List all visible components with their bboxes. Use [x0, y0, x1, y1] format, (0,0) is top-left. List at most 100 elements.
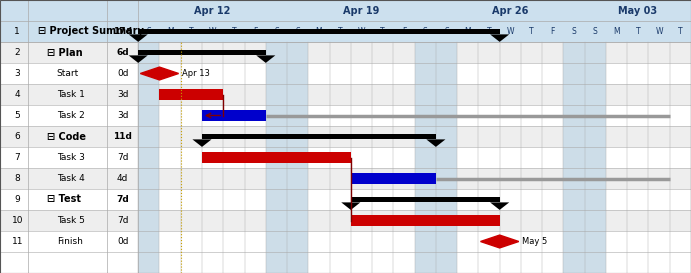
Text: S: S: [571, 27, 576, 36]
Text: T: T: [678, 27, 683, 36]
Bar: [202, 152, 351, 163]
Text: W: W: [209, 27, 216, 36]
Bar: [0, 210, 691, 231]
Bar: [138, 29, 500, 34]
Bar: [0, 147, 691, 168]
Text: S: S: [274, 27, 278, 36]
Text: T: T: [380, 27, 385, 36]
Bar: [351, 197, 500, 202]
Text: 3d: 3d: [117, 111, 129, 120]
Bar: [351, 173, 436, 184]
Text: 7d: 7d: [117, 153, 129, 162]
Text: May 03: May 03: [618, 5, 657, 16]
Bar: [266, 42, 287, 273]
Bar: [0, 0, 691, 42]
Bar: [415, 42, 436, 273]
Bar: [0, 105, 691, 126]
Text: Task 2: Task 2: [57, 111, 84, 120]
Bar: [351, 215, 500, 226]
Text: F: F: [551, 27, 555, 36]
Bar: [0, 42, 691, 63]
Bar: [0, 231, 691, 252]
Text: 9: 9: [15, 195, 20, 204]
Text: 1: 1: [15, 27, 20, 36]
Text: 4: 4: [15, 90, 20, 99]
Text: ⊟ Project Summary: ⊟ Project Summary: [38, 26, 144, 37]
Text: F: F: [401, 27, 406, 36]
Text: 5: 5: [15, 111, 20, 120]
Bar: [160, 89, 223, 100]
Text: T: T: [529, 27, 534, 36]
Polygon shape: [129, 34, 148, 42]
Text: Apr 12: Apr 12: [194, 5, 231, 16]
Bar: [138, 50, 266, 55]
Text: 7d: 7d: [117, 216, 129, 225]
Bar: [585, 42, 606, 273]
Text: Apr 13: Apr 13: [182, 69, 210, 78]
Polygon shape: [140, 67, 178, 80]
Text: T: T: [338, 27, 343, 36]
Bar: [0, 168, 691, 189]
Text: T: T: [231, 27, 236, 36]
Text: 6d: 6d: [116, 48, 129, 57]
Bar: [0, 63, 691, 84]
Text: ⊟ Code: ⊟ Code: [47, 132, 86, 141]
Text: S: S: [593, 27, 598, 36]
Bar: [0, 84, 691, 105]
Text: T: T: [636, 27, 640, 36]
Polygon shape: [341, 202, 361, 210]
Text: ⊟ Test: ⊟ Test: [47, 194, 81, 204]
Text: S: S: [295, 27, 300, 36]
Text: 0d: 0d: [117, 69, 129, 78]
Text: M: M: [316, 27, 322, 36]
Text: 11d: 11d: [113, 132, 132, 141]
Text: Task 4: Task 4: [57, 174, 84, 183]
Text: W: W: [507, 27, 514, 36]
Text: May 5: May 5: [522, 237, 547, 246]
Text: 7: 7: [15, 153, 20, 162]
Text: 6: 6: [15, 132, 20, 141]
Polygon shape: [490, 34, 509, 42]
Bar: [202, 110, 266, 121]
Text: 4d: 4d: [117, 174, 129, 183]
Polygon shape: [490, 202, 509, 210]
Bar: [0, 189, 691, 210]
Text: S: S: [146, 27, 151, 36]
Text: Finish: Finish: [57, 237, 82, 246]
Text: Apr 19: Apr 19: [343, 5, 379, 16]
Bar: [138, 42, 160, 273]
Bar: [563, 42, 585, 273]
Polygon shape: [480, 235, 519, 248]
Text: Apr 26: Apr 26: [492, 5, 529, 16]
Polygon shape: [192, 140, 211, 147]
Text: Task 5: Task 5: [57, 216, 84, 225]
Polygon shape: [426, 140, 446, 147]
Text: F: F: [253, 27, 257, 36]
Text: W: W: [655, 27, 663, 36]
Bar: [287, 42, 308, 273]
Text: 0d: 0d: [117, 237, 129, 246]
Text: M: M: [614, 27, 620, 36]
Text: W: W: [358, 27, 366, 36]
Text: Task 3: Task 3: [57, 153, 84, 162]
Bar: [436, 42, 457, 273]
Polygon shape: [129, 55, 148, 63]
Text: T: T: [189, 27, 193, 36]
Text: 11: 11: [12, 237, 23, 246]
Text: 7d: 7d: [116, 195, 129, 204]
Bar: [0, 21, 691, 42]
Bar: [202, 133, 436, 140]
Text: 2: 2: [15, 48, 20, 57]
Text: M: M: [464, 27, 471, 36]
Text: 17d: 17d: [113, 27, 132, 36]
Text: ⊟ Plan: ⊟ Plan: [47, 48, 83, 58]
Text: Task 1: Task 1: [57, 90, 84, 99]
Text: M: M: [167, 27, 173, 36]
Text: 3: 3: [15, 69, 20, 78]
Text: S: S: [423, 27, 428, 36]
Polygon shape: [256, 55, 275, 63]
Text: S: S: [444, 27, 449, 36]
Bar: [0, 126, 691, 147]
Text: Start: Start: [57, 69, 79, 78]
Text: T: T: [486, 27, 491, 36]
